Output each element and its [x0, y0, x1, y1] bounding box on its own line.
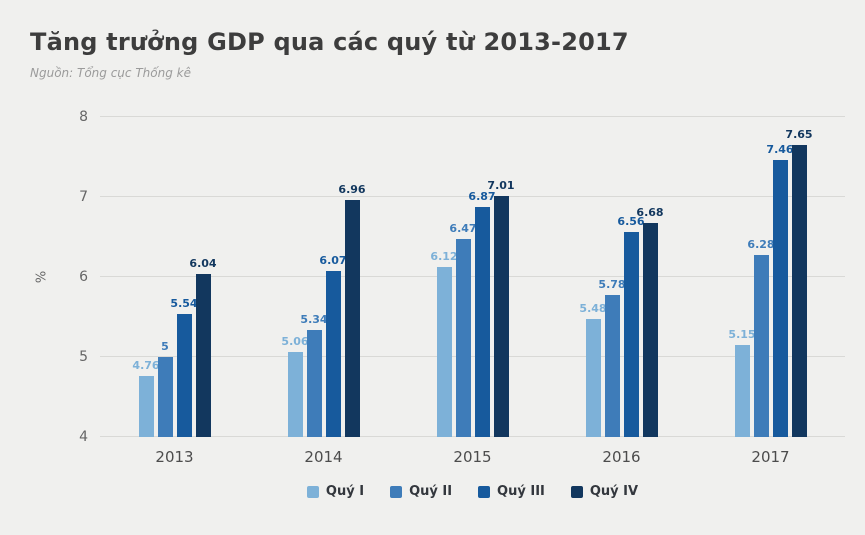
legend-label: Quý I [325, 484, 365, 499]
bar-group-2015: 6.12 6.47 6.87 7.01 [398, 117, 547, 437]
bar-2016-quy-iii[interactable]: 6.56 [617, 215, 645, 437]
bar-2015-quy-ii[interactable]: 6.47 [449, 222, 477, 437]
bar-2013-quy-iii[interactable]: 5.54 [170, 297, 198, 437]
bar-value-label: 6.87 [468, 190, 496, 204]
legend-swatch [390, 485, 403, 498]
y-tick-label: 4 [79, 429, 88, 445]
bar-2016-quy-ii[interactable]: 5.78 [598, 278, 626, 437]
legend-item-quy-i[interactable]: Quý I [306, 484, 365, 499]
x-axis-label-2017: 2017 [751, 448, 790, 466]
legend-swatch [570, 485, 583, 498]
gridline [100, 116, 845, 117]
gridline [100, 276, 845, 277]
bar-2013-quy-ii[interactable]: 5 [157, 340, 173, 437]
x-axis-labels: 2013 2014 2015 2016 2017 [100, 437, 845, 466]
bar-2015-quy-iv[interactable]: 7.01 [487, 179, 515, 437]
bar-2017-quy-i[interactable]: 5.15 [728, 328, 756, 437]
bar-2017-quy-iv[interactable]: 7.65 [785, 128, 813, 437]
legend-item-quy-iii[interactable]: Quý III [478, 484, 545, 499]
bar-2017-quy-iii[interactable]: 7.46 [766, 143, 794, 437]
gridline [100, 356, 845, 357]
bar-value-label: 5.15 [728, 328, 756, 341]
bar-2014-quy-i[interactable]: 5.06 [281, 335, 309, 437]
bar-2013-quy-iv[interactable]: 6.04 [189, 257, 217, 437]
bar-2015-quy-iii[interactable]: 6.87 [468, 190, 496, 437]
legend-label: Quý III [497, 484, 545, 499]
bar-2016-quy-i[interactable]: 5.48 [579, 302, 607, 437]
bar-value-label: 5.06 [281, 335, 309, 349]
gridline [100, 436, 845, 437]
bar-value-label: 4.76 [132, 359, 160, 373]
bar-value-label: 6.07 [319, 254, 347, 268]
bar-value-label: 6.68 [636, 205, 664, 219]
chart-subtitle: Nguồn: Tổng cục Thống kê [30, 66, 191, 80]
legend-swatch [306, 485, 319, 498]
bar-value-label: 5.54 [170, 296, 198, 310]
y-tick-label: 8 [79, 109, 88, 125]
x-axis-label-2014: 2014 [304, 448, 343, 466]
y-axis-label: % [34, 270, 50, 284]
legend: Quý I Quý II Quý III Quý IV [100, 484, 845, 499]
gridline [100, 196, 845, 197]
bar-2014-quy-iv[interactable]: 6.96 [338, 183, 366, 437]
bar-value-label: 5.34 [300, 312, 328, 326]
bar-value-label: 6.04 [189, 256, 217, 270]
bar-value-label: 6.28 [747, 237, 775, 251]
bar-group-2013: 4.76 5 5.54 6.04 [100, 117, 249, 437]
bar-2015-quy-i[interactable]: 6.12 [430, 250, 458, 437]
bar-value-label: 7.46 [766, 143, 794, 157]
bar-value-label: 7.65 [785, 128, 813, 141]
bar-group-2016: 5.48 5.78 6.56 6.68 [547, 117, 696, 437]
bar-value-label: 6.12 [430, 250, 458, 264]
x-axis-label-2016: 2016 [602, 448, 641, 466]
bar-2014-quy-iii[interactable]: 6.07 [319, 254, 347, 437]
y-tick-label: 5 [79, 349, 88, 365]
x-axis-label-2013: 2013 [155, 448, 194, 466]
y-tick-label: 7 [79, 189, 88, 205]
bar-2014-quy-ii[interactable]: 5.34 [300, 313, 328, 437]
legend-item-quy-ii[interactable]: Quý II [390, 484, 452, 499]
y-tick-label: 6 [79, 269, 88, 285]
bar-value-label: 7.01 [487, 179, 515, 193]
bar-group-2014: 5.06 5.34 6.07 6.96 [249, 117, 398, 437]
legend-item-quy-iv[interactable]: Quý IV [570, 484, 639, 499]
bar-groups: 4.76 5 5.54 6.04 5.06 5.34 6.07 6.96 6.12 6.47 6.8… [100, 117, 845, 437]
bar-value-label: 5.78 [598, 277, 626, 291]
plot-area: % 4 5 6 7 8 4.76 5 5.54 6.04 5.06 5.34 6.07 6.96 6.12… [35, 109, 845, 445]
legend-label: Quý II [409, 484, 453, 499]
legend-label: Quý IV [589, 484, 639, 499]
bar-value-label: 6.47 [449, 222, 477, 236]
bar-value-label: 5 [161, 340, 169, 353]
bar-group-2017: 5.15 6.28 7.46 7.65 [696, 117, 845, 437]
bar-value-label: 6.56 [617, 215, 645, 229]
bar-value-label: 5.48 [579, 301, 607, 315]
legend-swatch [478, 485, 491, 498]
x-axis-label-2015: 2015 [453, 448, 492, 466]
bar-value-label: 6.96 [338, 183, 366, 197]
bar-2013-quy-i[interactable]: 4.76 [132, 359, 160, 437]
bar-2016-quy-iv[interactable]: 6.68 [636, 206, 664, 437]
chart-title: Tăng trưởng GDP qua các quý từ 2013-2017 [30, 28, 629, 56]
bar-2017-quy-ii[interactable]: 6.28 [747, 238, 775, 437]
